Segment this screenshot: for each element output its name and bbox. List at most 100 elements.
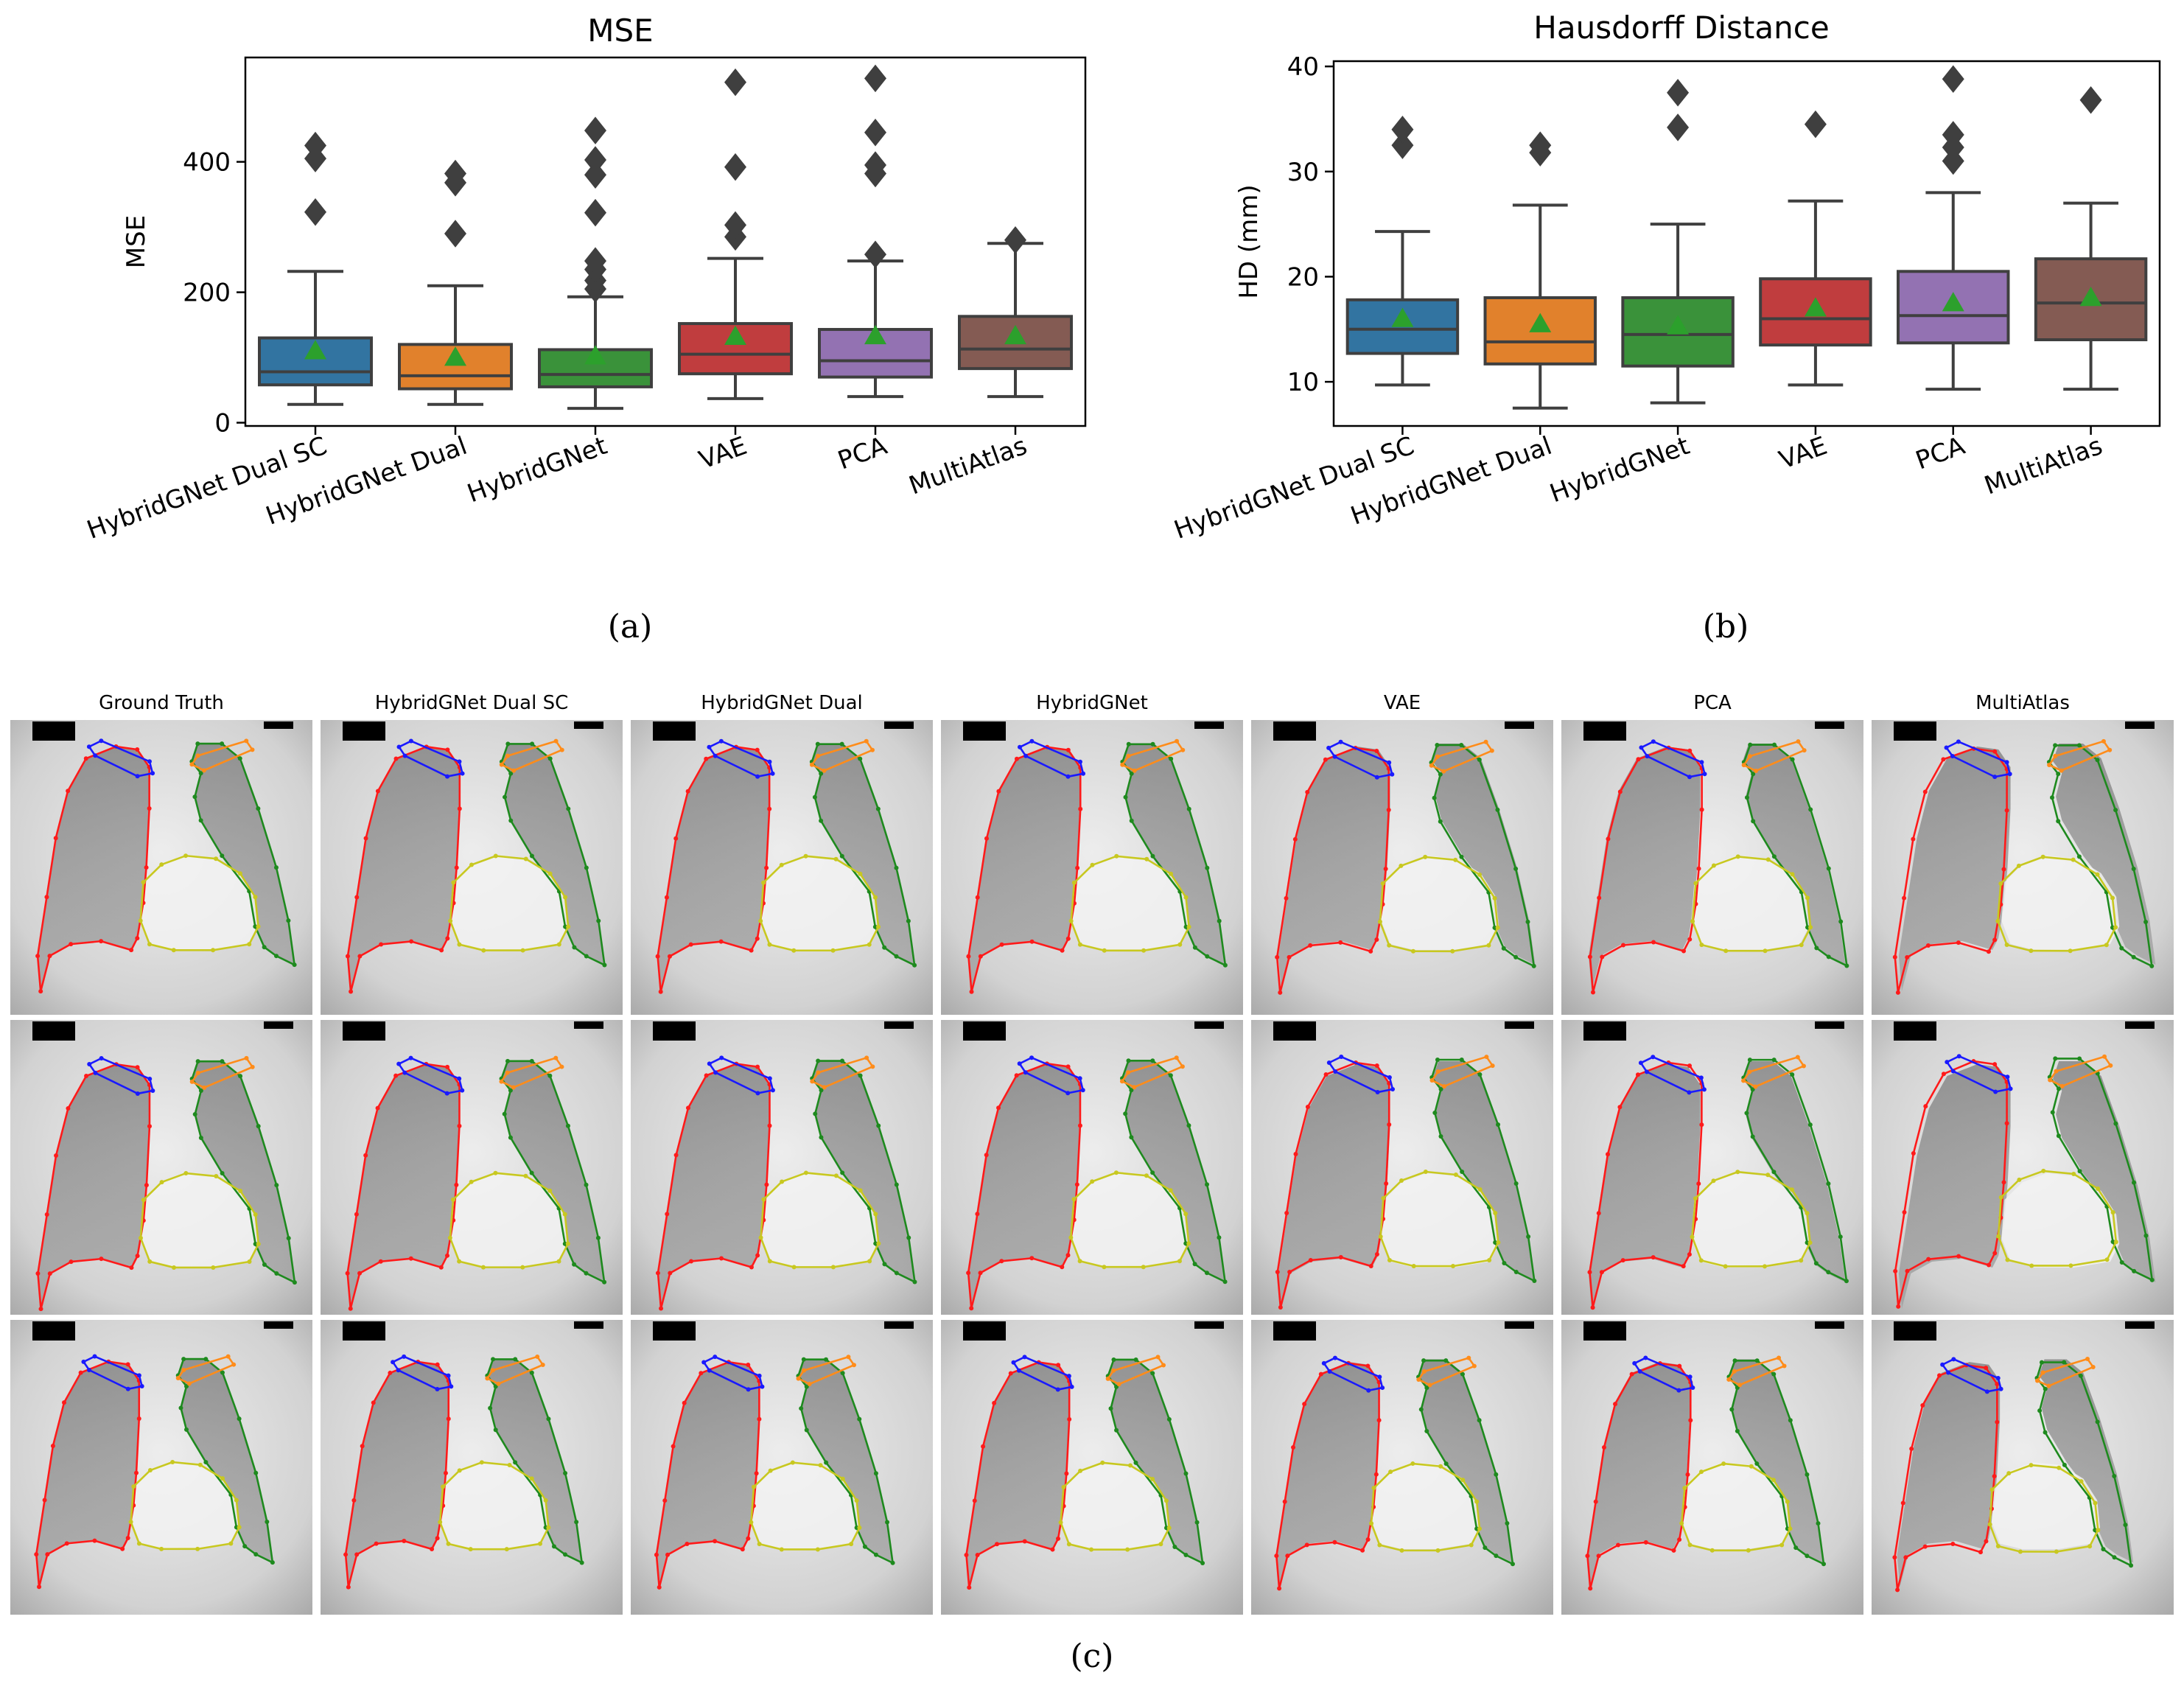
outlier-point — [584, 146, 606, 174]
hd-ylabel: HD (mm) — [1234, 184, 1264, 298]
landmark-point — [2046, 1383, 2051, 1388]
landmark-point — [1183, 1212, 1189, 1217]
landmark-point — [822, 768, 827, 773]
landmark-point — [547, 1073, 553, 1078]
landmark-point — [1765, 857, 1771, 862]
landmark-point — [262, 945, 267, 950]
box-hybridgnet-dual-sc — [258, 131, 373, 406]
y-tick-label: 200 — [183, 279, 231, 308]
landmark-point — [493, 853, 498, 859]
landmark-point — [1984, 1366, 1989, 1371]
landmark-point — [1285, 1554, 1290, 1559]
landmark-point — [2090, 1364, 2096, 1369]
contour-right-lung — [344, 1360, 450, 1588]
landmark-point — [1205, 865, 1210, 870]
landmark-point — [1459, 742, 1464, 747]
landmark-point — [529, 853, 534, 859]
landmark-point — [1732, 1369, 1737, 1374]
landmark-point — [1055, 1387, 1060, 1392]
landmark-point — [508, 1088, 513, 1093]
landmark-point — [1601, 1444, 1606, 1450]
landmark-point — [1900, 1500, 1905, 1506]
landmark-point — [2131, 954, 2136, 960]
landmark-point — [816, 753, 821, 758]
landmark-point — [1477, 1072, 1483, 1077]
landmark-point — [138, 918, 143, 923]
landmark-point — [1016, 1368, 1021, 1373]
landmark-point — [1821, 1562, 1827, 1567]
lung-shadow — [966, 1362, 1070, 1587]
landmark-point — [214, 1174, 219, 1179]
landmark-point — [135, 1254, 140, 1259]
landmark-point — [198, 818, 203, 823]
landmark-point — [1378, 1234, 1383, 1240]
landmark-point — [87, 1062, 92, 1067]
landmark-point — [273, 865, 279, 870]
landmark-point — [1275, 1270, 1280, 1275]
landmark-point — [658, 989, 663, 994]
landmark-point — [457, 1468, 462, 1473]
landmark-point — [147, 806, 152, 811]
landmark-point — [1365, 1363, 1371, 1369]
landmark-point — [1496, 1122, 1501, 1128]
landmark-point — [1453, 857, 1458, 862]
landmark-point — [2104, 1257, 2110, 1262]
lung-shadow — [192, 744, 295, 965]
corner-marker — [1583, 1021, 1626, 1041]
landmark-point — [1011, 1360, 1016, 1365]
landmark-point — [2087, 1544, 2093, 1549]
landmark-point — [2085, 1356, 2090, 1361]
landmark-point — [343, 1552, 349, 1557]
landmark-point — [1796, 739, 1801, 744]
landmark-point — [657, 1584, 662, 1590]
landmark-point — [1274, 1554, 1279, 1559]
landmark-point — [192, 1111, 197, 1116]
landmark-point — [1423, 1170, 1428, 1175]
landmark-point — [242, 1544, 248, 1549]
landmark-point — [682, 1400, 687, 1405]
box-vae — [1759, 110, 1872, 387]
landmark-point — [1068, 918, 1074, 923]
landmark-point — [1690, 919, 1695, 924]
landmark-point — [704, 756, 709, 761]
landmark-point — [2043, 1386, 2048, 1391]
landmark-point — [1763, 948, 1768, 954]
landmark-point — [1127, 1463, 1133, 1468]
landmark-point — [211, 948, 216, 953]
landmark-point — [779, 1547, 784, 1552]
landmark-point — [1277, 1586, 1282, 1591]
contour-right-lung — [1275, 747, 1390, 994]
column-title: Ground Truth — [99, 692, 224, 714]
landmark-point — [1696, 866, 1701, 871]
landmark-point — [184, 1427, 189, 1432]
landmark-point — [35, 1271, 41, 1276]
landmark-point — [445, 747, 450, 752]
landmark-point — [520, 948, 525, 953]
landmark-point — [1635, 1072, 1640, 1077]
landmark-point — [402, 1070, 407, 1075]
landmark-point — [563, 1470, 568, 1475]
landmark-point — [996, 789, 1001, 794]
landmark-point — [1375, 1090, 1380, 1095]
landmark-point — [1111, 1357, 1116, 1362]
landmark-point — [2132, 1180, 2137, 1185]
landmark-point — [198, 1135, 203, 1140]
landmark-point — [1186, 1241, 1191, 1246]
landmark-point — [253, 1470, 259, 1475]
landmark-point — [1374, 1252, 1379, 1257]
landmark-point — [1765, 1172, 1771, 1178]
lung-shadow — [2038, 1359, 2134, 1563]
landmark-point — [1186, 924, 1191, 929]
landmark-point — [1790, 757, 1795, 762]
landmark-point — [393, 1073, 399, 1078]
landmark-point — [2034, 1378, 2040, 1383]
landmark-point — [1747, 1058, 1752, 1063]
landmark-point — [1435, 1058, 1440, 1063]
landmark-point — [1321, 1360, 1326, 1366]
landmark-point — [292, 962, 297, 968]
landmark-point — [699, 1371, 704, 1376]
landmark-point — [1377, 1542, 1382, 1548]
landmark-point — [201, 768, 206, 773]
heart-shadow — [1071, 856, 1189, 950]
landmark-point — [2029, 1463, 2034, 1468]
